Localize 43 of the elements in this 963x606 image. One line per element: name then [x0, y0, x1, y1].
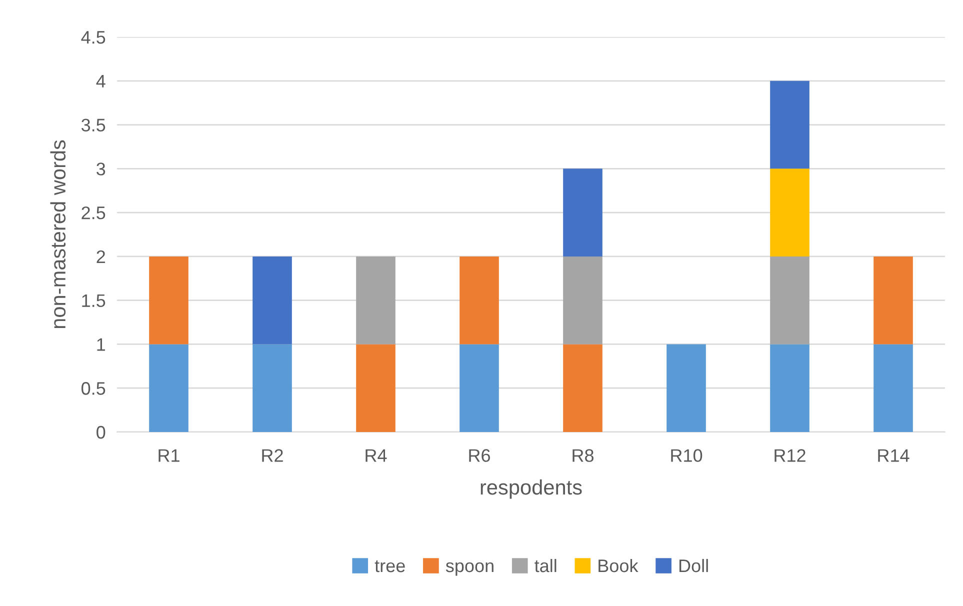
bar: [149, 344, 188, 432]
bar: [770, 344, 810, 432]
y-tick-label: 3.5: [81, 118, 106, 132]
bar: [874, 256, 913, 344]
x-tick-label: R1: [158, 449, 180, 462]
x-tick-label: R12: [774, 449, 806, 462]
y-tick-label: 2.5: [82, 206, 106, 220]
bar: [563, 256, 602, 344]
x-tick-label: R14: [878, 449, 910, 462]
bar: [252, 344, 292, 432]
bar: [770, 256, 810, 344]
bar: [252, 256, 292, 344]
bar: [460, 344, 499, 432]
x-tick-label: R6: [469, 449, 490, 462]
bar: [356, 256, 396, 344]
y-tick-label: 0: [96, 426, 106, 439]
y-tick-label: 1: [97, 338, 106, 351]
bar: [460, 256, 499, 344]
bar: [874, 344, 913, 432]
y-tick-label: 4.5: [81, 31, 106, 44]
bar: [770, 168, 810, 256]
bar: [563, 168, 602, 256]
x-tick-label: R2: [262, 449, 283, 462]
legend-label: Book: [598, 558, 638, 572]
y-axis-title: non-mastered words: [50, 140, 66, 328]
legend-label: tree: [374, 560, 405, 572]
bar: [563, 344, 602, 432]
x-tick-label: R4: [366, 449, 387, 462]
y-tick-label: 0.5: [81, 382, 106, 395]
legend-label: tall: [534, 558, 556, 572]
legend-label: Doll: [679, 558, 708, 572]
y-tick-label: 1.5: [82, 294, 106, 308]
bar: [666, 344, 706, 432]
legend-label: spoon: [446, 562, 494, 576]
bar: [770, 80, 810, 169]
x-axis-title: respodents: [480, 479, 582, 499]
bar: [356, 344, 396, 432]
y-tick-label: 2: [96, 250, 105, 263]
x-tick-label: R10: [671, 449, 702, 462]
y-tick-label: 4: [96, 75, 106, 88]
y-tick-label: 3: [96, 162, 106, 176]
bar: [149, 256, 188, 344]
x-tick-label: R8: [572, 449, 594, 462]
